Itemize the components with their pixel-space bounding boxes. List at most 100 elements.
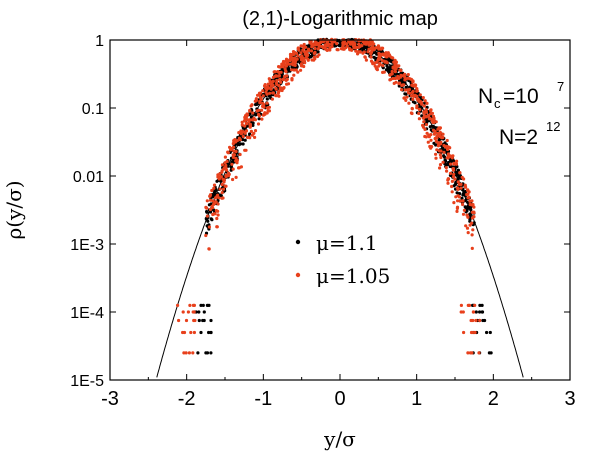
data-point-mu-1-05	[246, 112, 250, 117]
annotation-n: N=2 12	[499, 119, 560, 149]
data-point-mu-1-05	[253, 135, 257, 139]
data-point-mu-1-1	[265, 97, 269, 101]
data-point-mu-1-05	[256, 122, 261, 126]
data-point-mu-1-05	[258, 99, 262, 103]
data-point-mu-1-05	[216, 209, 220, 213]
svg-text:ρ(y/σ): ρ(y/σ)	[2, 180, 26, 239]
data-point-mu-1-1	[206, 219, 210, 223]
data-point-mu-1-05	[278, 77, 282, 81]
data-point-mu-1-05	[299, 51, 303, 55]
data-point-mu-1-05	[458, 171, 462, 175]
data-point-mu-1-05	[446, 152, 450, 156]
data-point-mu-1-05	[282, 61, 286, 65]
data-point-mu-1-05	[387, 53, 391, 57]
data-point-mu-1-05	[284, 74, 288, 78]
data-point-mu-1-05	[435, 148, 439, 152]
data-point-mu-1-1	[437, 138, 441, 142]
data-point-mu-1-1	[209, 330, 213, 335]
data-point-mu-1-05	[434, 152, 438, 156]
data-point-mu-1-05	[296, 54, 300, 58]
y-tick-label: 1E-5	[70, 373, 104, 390]
data-point-mu-1-1	[467, 206, 471, 210]
data-point-mu-1-05	[240, 123, 244, 127]
data-point-mu-1-1	[207, 330, 211, 335]
data-point-mu-1-1	[413, 101, 417, 105]
data-point-mu-1-05	[462, 330, 466, 335]
data-point-mu-1-05	[204, 233, 208, 238]
y-tick-label: 1E-3	[70, 237, 104, 254]
data-point-mu-1-05	[213, 212, 217, 216]
data-point-mu-1-05	[347, 46, 351, 50]
data-point-mu-1-05	[231, 153, 235, 157]
data-point-mu-1-1	[248, 132, 252, 136]
data-point-mu-1-1	[468, 213, 472, 217]
data-point-mu-1-1	[478, 303, 482, 307]
data-point-mu-1-05	[318, 44, 322, 48]
data-point-mu-1-1	[209, 202, 213, 206]
data-point-mu-1-05	[303, 50, 307, 54]
data-point-mu-1-05	[431, 128, 436, 132]
data-point-mu-1-05	[312, 58, 316, 62]
data-point-mu-1-05	[417, 107, 421, 111]
data-point-mu-1-05	[472, 211, 476, 215]
data-point-mu-1-05	[271, 83, 275, 87]
data-point-mu-1-05	[212, 183, 217, 187]
data-point-mu-1-05	[341, 43, 345, 47]
data-point-mu-1-05	[450, 179, 454, 183]
data-point-mu-1-05	[462, 177, 466, 181]
data-point-mu-1-05	[401, 74, 405, 78]
data-point-mu-1-05	[436, 144, 440, 148]
data-point-mu-1-05	[255, 109, 259, 113]
data-point-mu-1-05	[471, 318, 475, 323]
data-point-mu-1-05	[470, 233, 474, 237]
data-point-mu-1-05	[464, 224, 468, 228]
data-point-mu-1-1	[443, 158, 447, 163]
data-point-mu-1-05	[460, 199, 465, 203]
x-tick-label: 3	[564, 388, 575, 410]
data-point-mu-1-05	[409, 77, 413, 81]
data-point-mu-1-05	[205, 214, 209, 218]
data-point-mu-1-05	[450, 190, 454, 194]
data-point-mu-1-05	[244, 115, 248, 119]
data-point-mu-1-05	[375, 68, 379, 72]
data-point-mu-1-05	[455, 209, 459, 213]
data-point-mu-1-05	[452, 175, 456, 179]
data-point-mu-1-05	[207, 225, 211, 229]
data-point-mu-1-05	[285, 82, 289, 86]
data-point-mu-1-1	[481, 318, 485, 323]
data-point-mu-1-05	[292, 68, 296, 72]
data-point-mu-1-1	[201, 303, 205, 307]
data-point-mu-1-05	[432, 132, 436, 136]
data-point-mu-1-05	[381, 64, 385, 68]
data-point-mu-1-05	[223, 184, 227, 188]
data-point-mu-1-1	[205, 210, 209, 214]
data-point-mu-1-05	[265, 106, 270, 110]
data-point-mu-1-05	[473, 303, 477, 307]
data-point-mu-1-05	[244, 129, 249, 133]
data-point-mu-1-05	[192, 303, 196, 307]
data-point-mu-1-05	[405, 95, 409, 99]
data-point-mu-1-05	[228, 146, 232, 151]
data-point-mu-1-05	[265, 92, 269, 96]
data-point-mu-1-05	[227, 172, 231, 176]
data-point-mu-1-05	[410, 94, 414, 98]
data-point-mu-1-1	[251, 123, 255, 127]
data-point-mu-1-05	[422, 116, 426, 120]
data-point-mu-1-05	[452, 172, 456, 176]
data-point-mu-1-05	[182, 351, 186, 355]
data-point-mu-1-05	[449, 162, 453, 166]
data-point-mu-1-05	[431, 114, 436, 118]
data-point-mu-1-05	[406, 91, 411, 95]
data-point-mu-1-05	[266, 86, 270, 90]
data-point-mu-1-05	[366, 50, 370, 54]
data-point-mu-1-05	[424, 115, 429, 119]
data-point-mu-1-05	[455, 159, 459, 163]
data-point-mu-1-05	[293, 63, 297, 67]
data-point-mu-1-05	[453, 177, 457, 181]
data-point-mu-1-1	[209, 351, 213, 355]
data-point-mu-1-1	[255, 102, 259, 106]
data-point-mu-1-1	[316, 50, 320, 54]
data-point-mu-1-05	[253, 129, 258, 133]
data-point-mu-1-05	[284, 70, 288, 74]
data-point-mu-1-05	[181, 310, 185, 314]
